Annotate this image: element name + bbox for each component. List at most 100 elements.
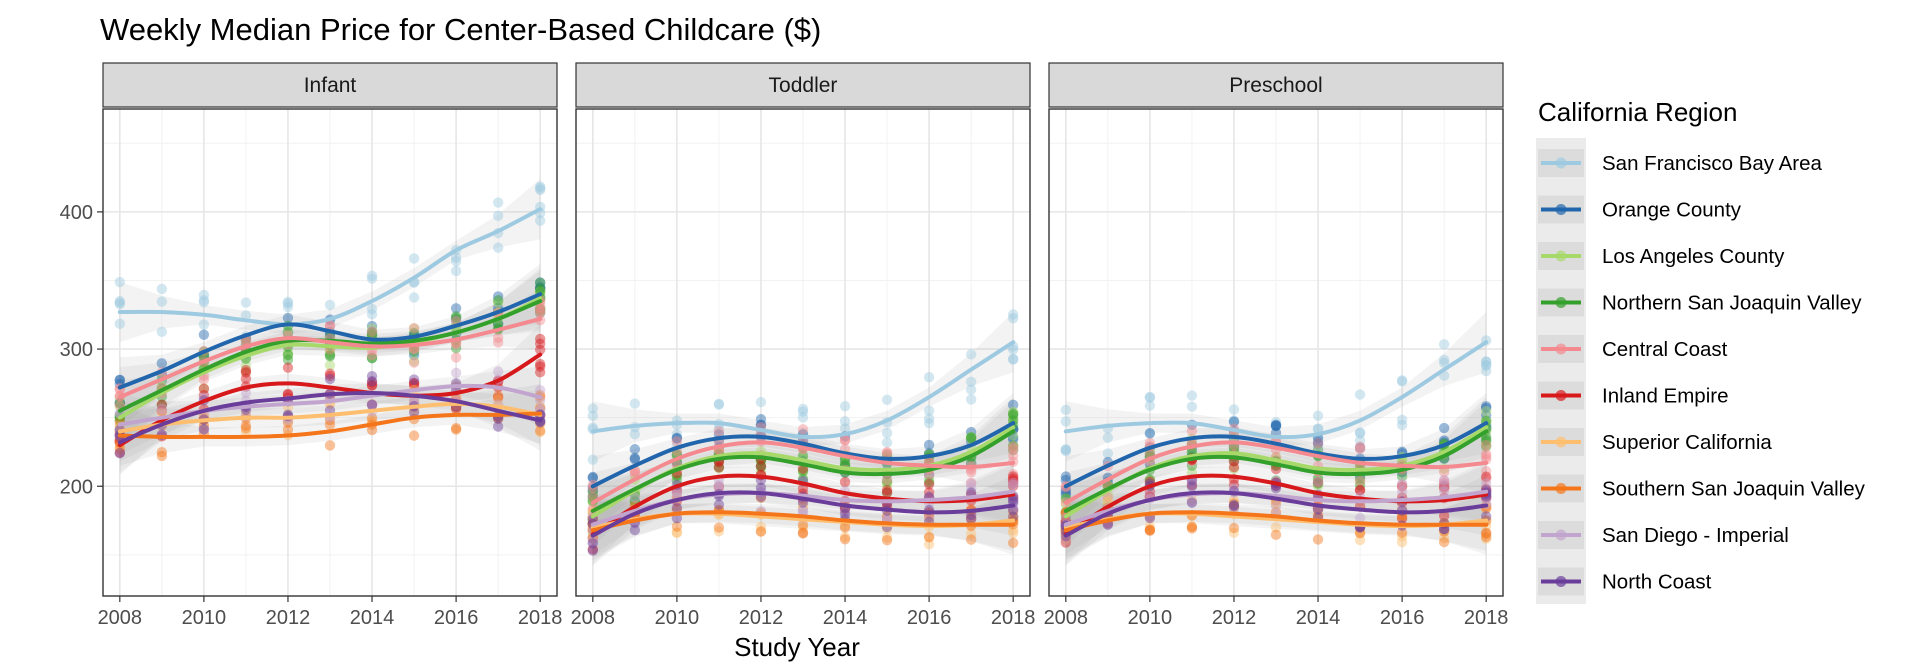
data-point bbox=[1312, 478, 1324, 489]
data-point bbox=[629, 454, 641, 465]
x-tick-label: 2012 bbox=[739, 607, 784, 629]
panel-preschool: Preschool 2008 2010 2012 2014 2016 2018 bbox=[1044, 62, 1508, 629]
data-point bbox=[282, 312, 294, 324]
data-point bbox=[366, 323, 378, 334]
confidence-band bbox=[1065, 461, 1487, 555]
legend-item: North Coast bbox=[1538, 567, 1712, 596]
data-point bbox=[282, 327, 294, 338]
data-point bbox=[965, 477, 977, 489]
data-point bbox=[534, 358, 546, 370]
series-line bbox=[1063, 440, 1489, 505]
data-point bbox=[492, 242, 504, 253]
data-point bbox=[198, 374, 210, 385]
data-point bbox=[923, 512, 935, 523]
data-point bbox=[534, 344, 546, 355]
data-point bbox=[408, 378, 420, 389]
data-point bbox=[713, 479, 725, 491]
data-point bbox=[1480, 527, 1492, 538]
data-point bbox=[839, 534, 851, 545]
data-point bbox=[1144, 520, 1156, 532]
data-point bbox=[282, 349, 294, 361]
data-point bbox=[450, 314, 462, 325]
data-point bbox=[671, 433, 683, 444]
data-point bbox=[671, 432, 683, 443]
data-point bbox=[923, 487, 935, 498]
data-point bbox=[1186, 477, 1198, 489]
data-point bbox=[1060, 487, 1072, 498]
data-point bbox=[366, 352, 378, 364]
data-point bbox=[671, 470, 683, 481]
data-point bbox=[755, 461, 767, 472]
data-point bbox=[1228, 415, 1240, 426]
panel-data bbox=[114, 179, 546, 476]
data-point bbox=[198, 423, 210, 435]
data-point bbox=[1228, 500, 1240, 512]
data-point bbox=[1007, 524, 1019, 536]
data-point bbox=[881, 394, 893, 406]
data-point bbox=[1480, 441, 1492, 452]
data-point bbox=[1228, 416, 1240, 427]
legend-label: Southern San Joaquin Valley bbox=[1602, 478, 1866, 501]
data-point bbox=[408, 322, 420, 334]
data-point bbox=[1480, 439, 1492, 450]
data-point bbox=[1480, 402, 1492, 414]
data-point bbox=[1228, 501, 1240, 513]
x-tick-label: 2014 bbox=[823, 607, 868, 629]
legend: California Region San Francisco Bay Area… bbox=[1536, 97, 1866, 604]
series-line bbox=[590, 421, 1016, 489]
data-point bbox=[1007, 353, 1019, 365]
x-tick-label: 2008 bbox=[1044, 607, 1089, 629]
data-point bbox=[965, 512, 977, 523]
data-point bbox=[1438, 479, 1450, 491]
x-tick-label: 2014 bbox=[1296, 607, 1341, 629]
data-point bbox=[240, 387, 252, 399]
data-point bbox=[114, 295, 126, 307]
data-point bbox=[324, 320, 336, 331]
data-point bbox=[797, 528, 809, 539]
data-point bbox=[1007, 471, 1019, 482]
data-point bbox=[881, 487, 893, 498]
series-line bbox=[117, 292, 543, 390]
data-point bbox=[1312, 410, 1324, 421]
panel-toddler: Toddler 2008 2010 2012 2014 2016 2018 bbox=[571, 62, 1035, 629]
data-point bbox=[797, 500, 809, 512]
data-point bbox=[587, 486, 599, 498]
data-point bbox=[881, 487, 893, 498]
legend-key-point bbox=[1555, 529, 1567, 541]
data-point bbox=[534, 281, 546, 293]
data-point bbox=[1007, 527, 1019, 539]
data-point bbox=[755, 419, 767, 430]
data-point bbox=[1144, 428, 1156, 439]
data-point bbox=[492, 197, 504, 208]
series-line bbox=[1063, 421, 1489, 489]
data-point bbox=[1228, 404, 1240, 415]
data-point bbox=[1354, 512, 1366, 524]
data-point bbox=[366, 303, 378, 315]
data-point bbox=[965, 384, 977, 395]
data-point bbox=[450, 342, 462, 354]
data-point bbox=[282, 327, 294, 339]
data-point bbox=[629, 452, 641, 464]
data-point bbox=[1396, 376, 1408, 387]
data-point bbox=[450, 303, 462, 314]
data-point bbox=[198, 383, 210, 395]
data-point bbox=[1354, 475, 1366, 487]
data-point bbox=[1312, 476, 1324, 488]
legend-label: North Coast bbox=[1602, 571, 1712, 594]
data-point bbox=[1396, 536, 1408, 548]
data-point bbox=[839, 435, 851, 446]
data-point bbox=[1270, 416, 1282, 428]
data-point bbox=[450, 352, 462, 363]
data-point bbox=[534, 277, 546, 289]
data-point bbox=[1186, 521, 1198, 533]
x-tick-label: 2010 bbox=[1128, 607, 1173, 629]
data-point bbox=[1186, 523, 1198, 534]
data-point bbox=[1144, 525, 1156, 536]
data-point bbox=[1438, 478, 1450, 489]
data-point bbox=[534, 361, 546, 372]
data-point bbox=[1102, 492, 1114, 503]
data-point bbox=[1354, 526, 1366, 537]
data-point bbox=[1007, 399, 1019, 411]
panel-infant: Infant 2008 2010 2012 2014 2016 2018 200 300 400 bbox=[60, 62, 562, 629]
legend-key-point bbox=[1555, 204, 1567, 215]
